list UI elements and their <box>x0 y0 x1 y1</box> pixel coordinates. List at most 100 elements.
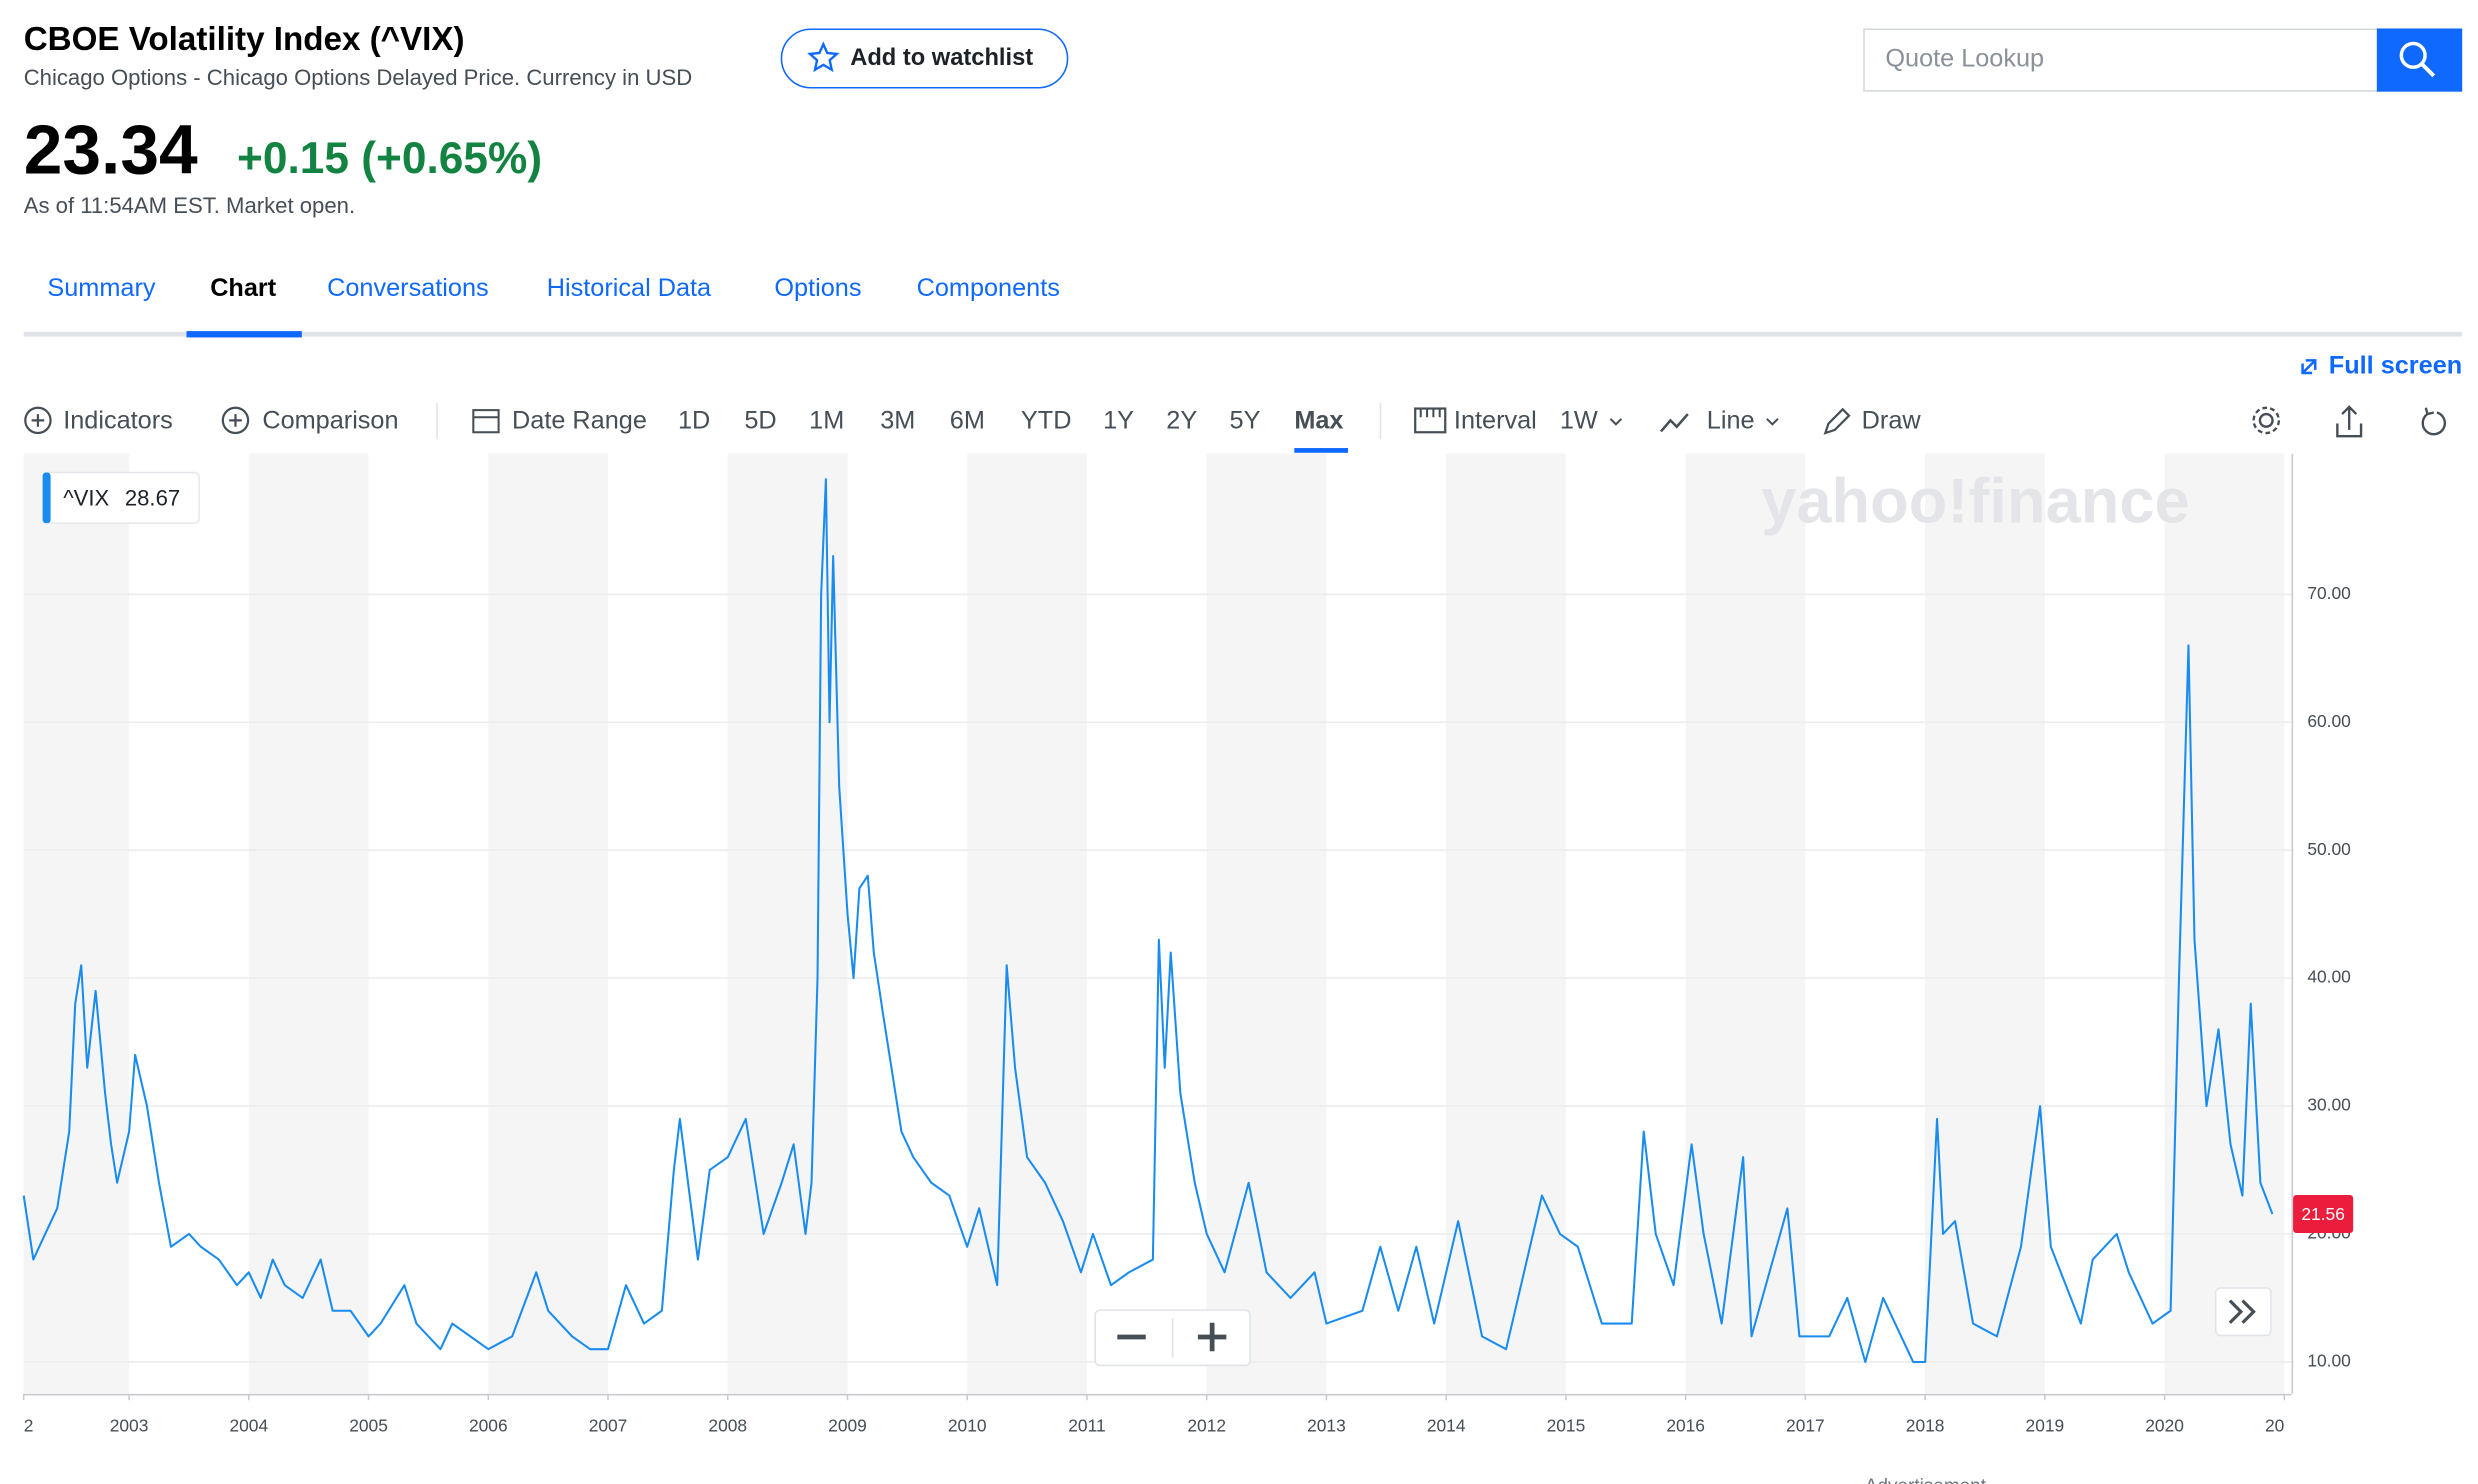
price-change: +0.15 (+0.65%) <box>237 134 542 183</box>
search-button[interactable] <box>2376 28 2463 92</box>
y-tick-label: 60.00 <box>2307 711 2350 731</box>
price: 23.34 <box>24 110 198 188</box>
interval-icon <box>1414 407 1447 434</box>
y-tick-label: 70.00 <box>2307 583 2350 603</box>
x-tick-label: 2004 <box>229 1416 268 1436</box>
x-tick-label: 2007 <box>589 1416 628 1436</box>
zoom-in[interactable] <box>1197 1322 1227 1352</box>
interval-icon-ticks <box>1419 409 1441 418</box>
range-button[interactable]: Max <box>1294 407 1343 435</box>
settings-icon[interactable] <box>2258 412 2274 428</box>
indicators-icon <box>24 406 52 435</box>
draw-icon <box>1823 407 1851 435</box>
search-icon-handle <box>2420 62 2436 78</box>
search-input[interactable] <box>1863 28 2379 92</box>
range-button[interactable]: 5D <box>744 407 776 435</box>
year-band <box>488 453 609 1394</box>
settings-icon-ring <box>2252 406 2281 435</box>
x-tick-label: 2012 <box>1187 1416 1226 1436</box>
range-button[interactable]: 1D <box>678 407 710 435</box>
x-tick-label: 2010 <box>948 1416 987 1436</box>
y-tick-label: 40.00 <box>2307 967 2350 987</box>
x-tick-label: 2005 <box>349 1416 388 1436</box>
range-button[interactable]: 5Y <box>1230 407 1261 435</box>
range-button[interactable]: YTD <box>1021 407 1072 435</box>
watermark: yahoo!finance <box>1761 466 2189 536</box>
interval-value[interactable]: 1W <box>1560 407 1598 435</box>
tab[interactable]: Chart <box>210 274 277 302</box>
x-tick-label: 2 <box>24 1416 34 1436</box>
x-tick-label: 2015 <box>1547 1416 1586 1436</box>
star-icon <box>807 41 840 73</box>
price-line <box>22 478 2274 1364</box>
watchlist-button[interactable] <box>780 28 1069 89</box>
active-tab-underline <box>186 331 302 338</box>
active-range-underline <box>1294 448 1349 453</box>
indicators-icon-plus <box>31 414 45 427</box>
subtitle: Chicago Options - Chicago Options Delaye… <box>24 65 692 90</box>
interval[interactable]: Interval <box>1454 407 1537 435</box>
scroll-right-button[interactable] <box>2214 1287 2272 1337</box>
line-icon <box>1659 413 1689 433</box>
year-band <box>1446 453 1566 1394</box>
x-tick-label: 2017 <box>1786 1416 1825 1436</box>
date-range-icon <box>472 409 500 434</box>
x-tick-label: 2016 <box>1666 1416 1705 1436</box>
reset-icon[interactable] <box>2421 407 2447 436</box>
y-tick-label: 10.00 <box>2307 1351 2350 1371</box>
tab[interactable]: Options <box>774 274 861 302</box>
title: CBOE Volatility Index (^VIX) <box>24 21 465 58</box>
x-tick-label: 2009 <box>828 1416 867 1436</box>
x-tick-label: 2006 <box>469 1416 508 1436</box>
tab[interactable]: Summary <box>47 274 155 302</box>
tab[interactable]: Components <box>917 274 1060 302</box>
date-range[interactable]: Date Range <box>512 407 647 435</box>
range-button[interactable]: 6M <box>950 407 985 435</box>
comparison-icon <box>221 406 250 435</box>
x-tick-label: 2013 <box>1307 1416 1346 1436</box>
x-tick-label: 2011 <box>1068 1416 1105 1436</box>
range-button[interactable]: 2Y <box>1166 407 1197 435</box>
comparison-icon-plus <box>229 414 242 427</box>
search-icon <box>2399 41 2427 69</box>
last-price-label: 21.56 <box>2301 1204 2344 1224</box>
x-tick-label: 20 <box>2265 1416 2284 1436</box>
draw[interactable]: Draw <box>1862 407 1922 435</box>
tooltip-name: ^VIX <box>63 485 109 510</box>
search-placeholder: Quote Lookup <box>1885 45 2044 73</box>
y-tick-label: 30.00 <box>2307 1095 2350 1115</box>
x-tick-label: 2019 <box>2026 1416 2065 1436</box>
range-button[interactable]: 1Y <box>1103 407 1134 435</box>
tooltip-swatch <box>42 472 51 524</box>
x-tick-label: 2018 <box>1906 1416 1945 1436</box>
tab[interactable]: Conversations <box>327 274 489 302</box>
year-band <box>1685 453 1806 1394</box>
indicators[interactable]: Indicators <box>63 407 173 435</box>
year-band <box>1925 453 2045 1394</box>
range-button[interactable]: 1M <box>809 407 844 435</box>
year-band <box>23 453 130 1394</box>
full-screen[interactable]: Full screen <box>2329 351 2462 379</box>
x-tick-label: 2020 <box>2145 1416 2184 1436</box>
chevron <box>1766 418 1779 426</box>
advertisement: Advertisement <box>1865 1476 1987 1484</box>
as-of: As of 11:54AM EST. Market open. <box>24 193 355 218</box>
line-type[interactable]: Line <box>1707 407 1755 435</box>
year-band <box>2164 453 2285 1394</box>
y-tick-label: 50.00 <box>2307 839 2350 859</box>
x-tick-label: 2008 <box>708 1416 747 1436</box>
year-band <box>967 453 1087 1394</box>
range-button[interactable]: 3M <box>880 407 915 435</box>
last-price-tag <box>2293 1195 2354 1233</box>
comparison[interactable]: Comparison <box>262 407 398 435</box>
scroll-right-icon <box>2228 1299 2256 1324</box>
watchlist-label[interactable]: Add to watchlist <box>850 45 1033 71</box>
chevron <box>1609 418 1623 426</box>
year-band <box>248 453 369 1394</box>
x-tick-label: 2003 <box>110 1416 149 1436</box>
year-band <box>1206 453 1327 1394</box>
tab[interactable]: Historical Data <box>547 274 712 302</box>
fullscreen-icon <box>2301 359 2317 375</box>
share-icon[interactable] <box>2336 405 2363 438</box>
